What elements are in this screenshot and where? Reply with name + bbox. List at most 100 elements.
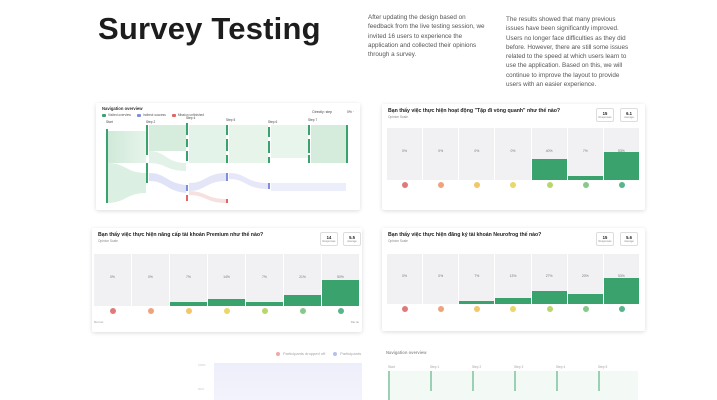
dropoff-chart-card: Participants dropped off Participants 10… — [96, 347, 362, 400]
opinion-bar-chart: 0% 0% 7% 13% 27% 20% 53% — [387, 254, 640, 304]
bar-percent-label: 53% — [618, 148, 625, 153]
question-subtitle: Opinion Scale — [388, 115, 408, 119]
opinion-bar: 0% — [459, 128, 496, 180]
step-label: Step 3 — [514, 365, 523, 369]
rating-emoji-icon — [495, 306, 531, 312]
step-label: Step 4 — [556, 365, 565, 369]
survey-question-card: Bạn thấy việc thực hiện đăng ký tài khoả… — [382, 228, 645, 331]
question-title: Bạn thấy việc thực hiện hoạt động "Tập đ… — [388, 108, 561, 114]
bar-fill — [531, 159, 567, 180]
sankey-flow-diagram-faded: Start Step 1 Step 2 Step 3 Step 4 Step 5 — [388, 365, 638, 400]
opinion-bar: 0% — [387, 254, 424, 304]
bar-fill — [603, 277, 639, 304]
opinion-bar: 0% — [387, 128, 424, 180]
nav-legend: Visited overview Indirect success Missio… — [102, 113, 204, 117]
bar-percent-label: 0% — [438, 148, 444, 153]
step-label: Start — [388, 365, 395, 369]
bar-percent-label: 7% — [262, 274, 267, 279]
rating-emoji-icon — [568, 182, 604, 188]
bar-percent-label: 7% — [582, 148, 588, 153]
step-label: Step 1 — [430, 365, 439, 369]
results-paragraph: The results showed that many previous is… — [506, 16, 629, 89]
rating-emoji-icon — [459, 306, 495, 312]
opinion-bar: 50% — [322, 254, 360, 306]
rating-emoji-icon — [423, 306, 459, 312]
scale-max-label: Rat de — [350, 320, 359, 324]
participant-flow-band — [214, 363, 362, 400]
bar-percent-label: 0% — [510, 148, 516, 153]
zoom-control[interactable]: 0% · — [347, 110, 354, 114]
question-title: Bạn thấy việc thực hiện đăng ký tài khoả… — [388, 232, 542, 238]
opinion-bar: 13% — [495, 254, 532, 304]
opinion-bar: 14% — [208, 254, 246, 306]
legend-item-visited: Visited overview — [102, 113, 131, 117]
bar-percent-label: 21% — [299, 274, 306, 279]
bar-percent-label: 27% — [545, 274, 553, 278]
opinion-bar: 7% — [246, 254, 284, 306]
rating-emoji-icon — [208, 308, 246, 314]
survey-question-card: Bạn thấy việc thực hiện nâng cấp tài kho… — [92, 228, 362, 332]
bar-percent-label: 13% — [509, 274, 517, 278]
bar-fill — [603, 152, 639, 180]
question-subtitle: Opinion Scale — [98, 239, 118, 243]
bar-fill — [170, 302, 207, 306]
bar-fill — [531, 290, 567, 304]
legend-item-indirect: Indirect success — [136, 113, 166, 117]
question-subtitle: Opinion Scale — [388, 239, 408, 243]
view-dropdown[interactable]: Directly: step — [312, 110, 332, 114]
opinion-bar: 7% — [459, 254, 496, 304]
bar-percent-label: 0% — [438, 274, 444, 278]
average-stat: 6.1 Average — [620, 108, 638, 122]
bar-fill — [284, 295, 321, 306]
opinion-bar: 0% — [94, 254, 132, 306]
rating-emoji-icon — [387, 306, 423, 312]
rating-emoji-icon — [532, 306, 568, 312]
legend-item-participants: Participants — [333, 351, 361, 356]
rating-emoji-icon — [532, 182, 568, 188]
opinion-bar: 7% — [170, 254, 208, 306]
opinion-scale-row — [387, 306, 640, 312]
rating-emoji-icon — [604, 182, 640, 188]
bar-fill — [567, 176, 603, 180]
svg-text:Step 6: Step 6 — [268, 120, 277, 124]
question-title: Bạn thấy việc thực hiện nâng cấp tài kho… — [98, 232, 264, 238]
bar-fill — [459, 300, 495, 304]
opinion-bar: 53% — [603, 254, 640, 304]
opinion-bar: 7% — [567, 128, 604, 180]
svg-text:Start: Start — [106, 120, 113, 124]
legend-item-unfinished: Mission unfinished — [171, 113, 204, 117]
bar-percent-label: 40% — [545, 148, 553, 153]
bar-fill — [208, 298, 245, 306]
opinion-bar: 27% — [531, 254, 568, 304]
opinion-bar: 40% — [531, 128, 568, 180]
rating-emoji-icon — [387, 182, 423, 188]
svg-text:Step 4: Step 4 — [186, 116, 195, 120]
opinion-scale-row — [387, 182, 640, 188]
svg-text:Step 7: Step 7 — [308, 118, 317, 122]
bar-fill — [567, 294, 603, 304]
axis-tick: 50% — [198, 387, 205, 391]
step-label: Step 5 — [598, 365, 607, 369]
opinion-bar: 53% — [603, 128, 640, 180]
rating-emoji-icon — [459, 182, 495, 188]
opinion-scale-row — [94, 308, 360, 314]
bar-percent-label: 0% — [402, 148, 408, 153]
nav-card-title: Navigation overview — [102, 106, 143, 111]
average-stat: 5.5 Average — [343, 232, 361, 246]
svg-text:Step 5: Step 5 — [226, 118, 235, 122]
svg-text:Step 2: Step 2 — [146, 120, 155, 124]
intro-paragraph: After updating the design based on feedb… — [368, 14, 485, 59]
rating-emoji-icon — [423, 182, 459, 188]
rating-emoji-icon — [246, 308, 284, 314]
bar-fill — [322, 280, 359, 306]
rating-emoji-icon — [170, 308, 208, 314]
rating-emoji-icon — [568, 306, 604, 312]
bar-percent-label: 0% — [110, 274, 115, 279]
step-label: Step 2 — [472, 365, 481, 369]
rating-emoji-icon — [322, 308, 360, 314]
rating-emoji-icon — [284, 308, 322, 314]
rating-emoji-icon — [495, 182, 531, 188]
bar-percent-label: 7% — [186, 274, 191, 279]
bar-fill — [495, 297, 531, 304]
bar-percent-label: 0% — [402, 274, 408, 278]
